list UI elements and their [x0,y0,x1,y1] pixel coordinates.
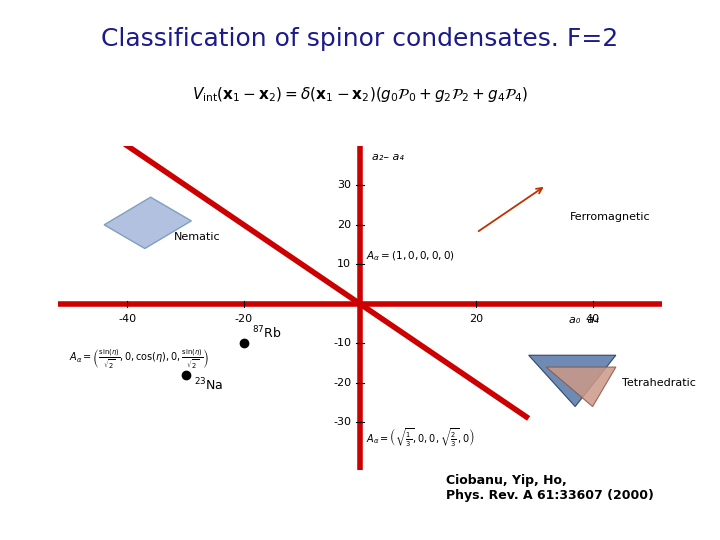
Text: $V_{\rm int}(\mathbf{x}_1 - \mathbf{x}_2) = \delta(\mathbf{x}_1 - \mathbf{x}_2)(: $V_{\rm int}(\mathbf{x}_1 - \mathbf{x}_2… [192,85,528,104]
Polygon shape [546,367,616,407]
Polygon shape [528,355,616,407]
Text: Tetrahedratic: Tetrahedratic [621,378,696,388]
Text: -30: -30 [333,417,351,427]
Text: -40: -40 [118,314,137,323]
Text: $^{23}$Na: $^{23}$Na [194,377,224,394]
Text: a₂– a₄: a₂– a₄ [372,152,403,161]
Text: 20: 20 [337,220,351,230]
Text: 20: 20 [469,314,483,323]
Text: Nematic: Nematic [174,232,220,242]
Text: -10: -10 [333,339,351,348]
Text: $^{87}$Rb: $^{87}$Rb [253,325,282,341]
Text: -20: -20 [333,378,351,388]
Text: -20: -20 [235,314,253,323]
Text: $A_\alpha = (1, 0, 0, 0, 0)$: $A_\alpha = (1, 0, 0, 0, 0)$ [366,249,455,263]
Text: 40: 40 [585,314,600,323]
Text: a₀  a₄: a₀ a₄ [570,315,599,325]
Text: Ferromagnetic: Ferromagnetic [570,212,651,222]
Text: 30: 30 [337,180,351,190]
Text: $A_\alpha = \left(\frac{\sin(\eta)}{\sqrt{2}}, 0, \cos(\eta), 0, \frac{\sin(\eta: $A_\alpha = \left(\frac{\sin(\eta)}{\sqr… [69,347,210,371]
Text: Classification of spinor condensates. F=2: Classification of spinor condensates. F=… [102,27,618,51]
Text: Ciobanu, Yip, Ho,
Phys. Rev. A 61:33607 (2000): Ciobanu, Yip, Ho, Phys. Rev. A 61:33607 … [446,474,654,502]
Text: 10: 10 [337,259,351,269]
Polygon shape [104,197,192,248]
Text: $A_\alpha = \left(\sqrt{\frac{1}{3}}, 0, 0, \sqrt{\frac{2}{3}}, 0\right)$: $A_\alpha = \left(\sqrt{\frac{1}{3}}, 0,… [366,427,474,449]
